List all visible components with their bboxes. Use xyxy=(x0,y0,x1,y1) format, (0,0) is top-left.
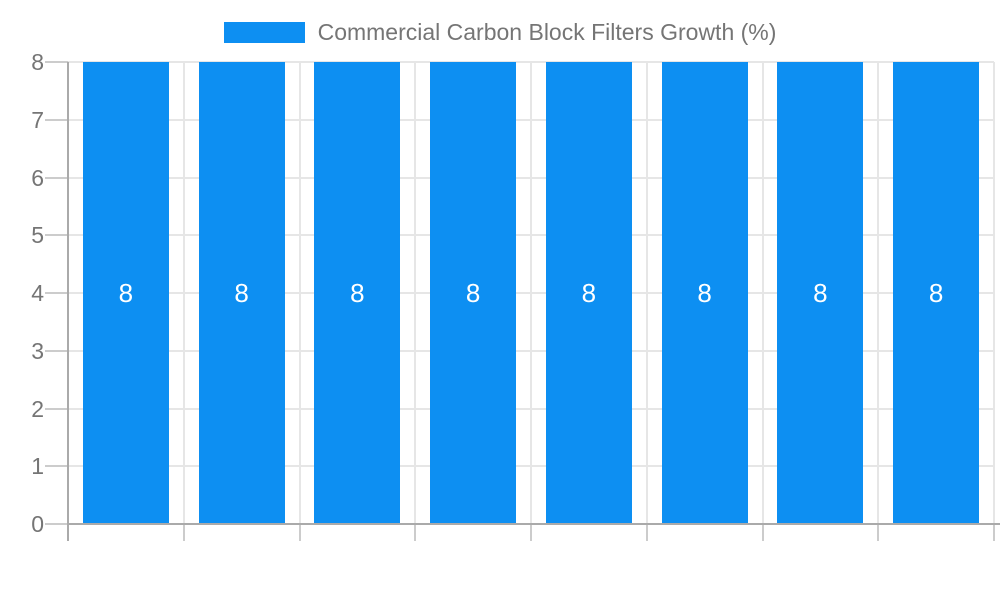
v-gridline xyxy=(530,62,532,524)
bar xyxy=(893,62,980,524)
y-axis-label: 3 xyxy=(31,337,44,364)
y-axis-label: 5 xyxy=(31,222,44,249)
x-tick xyxy=(530,524,532,541)
y-axis-label: 0 xyxy=(31,511,44,537)
y-tick xyxy=(45,292,68,294)
y-tick xyxy=(45,523,68,525)
v-gridline xyxy=(182,62,185,524)
y-tick xyxy=(45,118,68,121)
y-axis-line xyxy=(67,62,69,541)
y-tick xyxy=(45,61,68,63)
y-axis-label: 2 xyxy=(31,395,44,422)
x-tick xyxy=(182,524,185,541)
y-tick xyxy=(45,234,68,237)
chart-legend: Commercial Carbon Block Filters Growth (… xyxy=(0,19,1000,45)
bar-value-label: 8 xyxy=(581,278,597,308)
v-gridline xyxy=(298,62,301,524)
bar xyxy=(545,62,632,524)
bar xyxy=(661,62,748,524)
y-tick xyxy=(45,349,68,352)
y-tick xyxy=(45,407,68,410)
x-axis-line xyxy=(67,523,1000,525)
y-axis-label: 4 xyxy=(31,280,44,306)
bar-value-label: 8 xyxy=(234,278,249,308)
x-tick xyxy=(645,524,648,541)
bar-value-label: 8 xyxy=(118,278,134,308)
x-tick xyxy=(877,524,880,541)
bar-value-label: 8 xyxy=(350,278,365,308)
bar xyxy=(777,62,864,524)
y-axis-label: 6 xyxy=(31,164,44,191)
x-tick xyxy=(993,524,995,541)
x-tick xyxy=(298,524,301,541)
y-tick xyxy=(45,465,68,468)
bar-value-label: 8 xyxy=(813,278,828,308)
x-tick xyxy=(761,524,764,541)
v-gridline xyxy=(761,62,764,524)
bar xyxy=(430,62,517,524)
x-tick xyxy=(414,524,417,541)
bar xyxy=(82,62,169,524)
v-gridline xyxy=(414,62,417,524)
bar xyxy=(198,62,285,524)
v-gridline xyxy=(645,62,648,524)
legend-swatch xyxy=(223,21,305,43)
bar xyxy=(314,62,401,524)
bar-value-label: 8 xyxy=(928,278,944,308)
y-axis-label: 1 xyxy=(31,453,44,480)
y-axis-label: 7 xyxy=(31,106,44,133)
bar-value-label: 8 xyxy=(697,278,712,308)
y-tick xyxy=(45,176,68,179)
bar-value-label: 8 xyxy=(465,278,481,308)
y-axis-label: 8 xyxy=(31,49,44,75)
legend-label: Commercial Carbon Block Filters Growth (… xyxy=(317,19,777,45)
v-gridline xyxy=(877,62,880,524)
v-gridline xyxy=(993,62,995,524)
